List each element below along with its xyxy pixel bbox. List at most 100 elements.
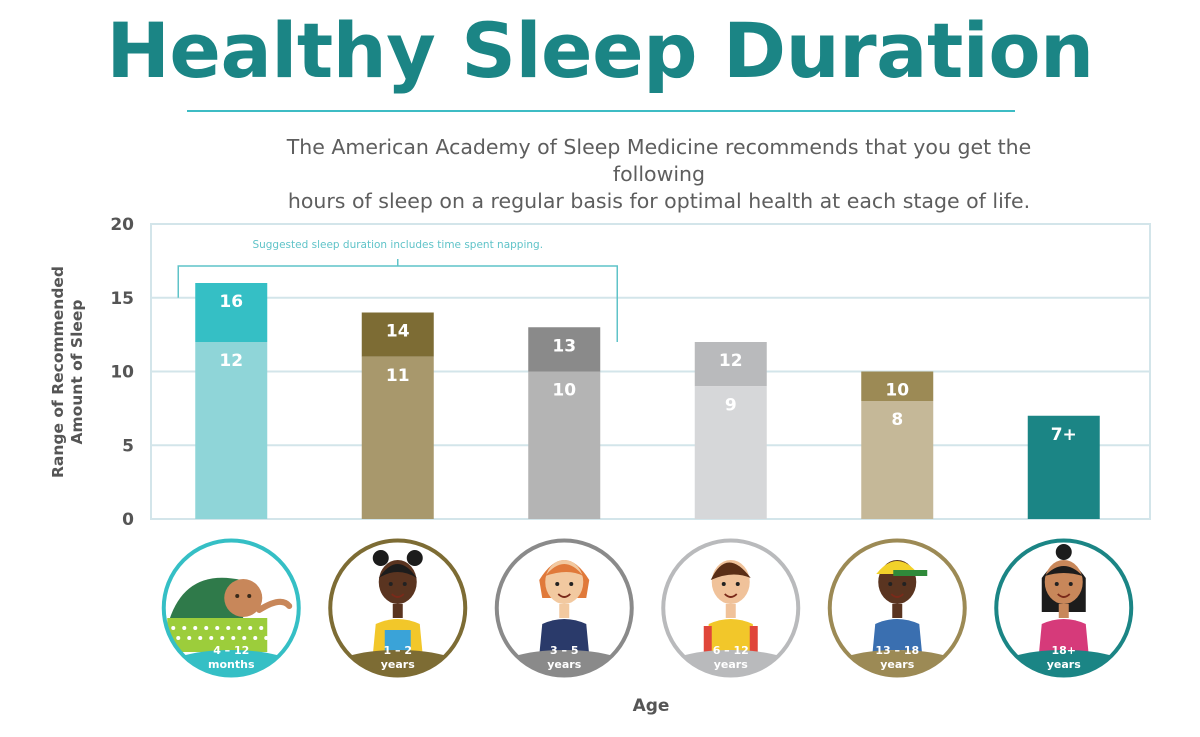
y-axis-label: Range of RecommendedAmount of Sleep bbox=[49, 266, 86, 478]
age-circle-ring bbox=[994, 538, 1134, 678]
y-tick-label: 5 bbox=[122, 436, 134, 456]
age-label-line-2: years bbox=[1047, 658, 1081, 671]
subtitle-line-1: The American Academy of Sleep Medicine r… bbox=[286, 135, 1032, 186]
baby-eye bbox=[247, 594, 252, 598]
mouth bbox=[557, 593, 571, 598]
bar-max-label: 13 bbox=[552, 336, 576, 356]
basket-dot bbox=[226, 626, 231, 630]
hair-fringe bbox=[1044, 566, 1083, 576]
neck bbox=[1058, 604, 1069, 618]
page-title: Healthy Sleep Duration bbox=[106, 6, 1094, 95]
eye bbox=[402, 582, 407, 586]
eye bbox=[555, 582, 560, 586]
basket-dot bbox=[182, 626, 187, 630]
mouth bbox=[724, 593, 738, 598]
baby-eye bbox=[235, 594, 240, 598]
bar-max-label: 14 bbox=[386, 322, 410, 342]
basket-dot bbox=[237, 626, 242, 630]
bar-min-label: 10 bbox=[552, 381, 576, 401]
neck bbox=[725, 604, 736, 618]
age-circle-ring bbox=[328, 538, 468, 678]
age-label-line-2: years bbox=[381, 658, 415, 671]
y-tick-label: 10 bbox=[110, 363, 134, 383]
subtitle-line-2: hours of sleep on a regular basis for op… bbox=[287, 189, 1031, 213]
basket-dot bbox=[193, 626, 198, 630]
hair-fringe bbox=[545, 564, 584, 576]
bar-lower-segment bbox=[694, 386, 767, 519]
x-axis-label: Age bbox=[633, 696, 670, 716]
y-axis-label-line-1: Range of Recommended bbox=[49, 266, 67, 478]
bar-upper-segment bbox=[861, 371, 934, 401]
age-label-band bbox=[664, 650, 797, 674]
age-label-line-1: 3 – 5 bbox=[550, 644, 578, 657]
age-label-band bbox=[165, 650, 298, 674]
bassinet-basket bbox=[167, 618, 268, 652]
bar-min-label: 8 bbox=[891, 410, 903, 430]
bar-min-label: 12 bbox=[219, 351, 243, 371]
baby-arm bbox=[256, 598, 293, 613]
age-label-line-1: 18+ bbox=[1051, 644, 1076, 657]
neck bbox=[892, 604, 903, 618]
basket-dot bbox=[220, 636, 225, 640]
eye bbox=[902, 582, 907, 586]
bar-upper-segment bbox=[528, 327, 601, 372]
y-tick-label: 0 bbox=[122, 510, 134, 530]
bar-min-label: 9 bbox=[725, 395, 737, 415]
basket-dot bbox=[253, 636, 258, 640]
eye bbox=[1054, 582, 1059, 586]
cap-brim bbox=[893, 570, 928, 576]
bar-upper-segment bbox=[195, 283, 268, 342]
age-label-line-2: years bbox=[880, 658, 914, 671]
bar-min-label: 11 bbox=[386, 366, 410, 386]
age-label-line-1: 6 – 12 bbox=[713, 644, 749, 657]
basket-dot bbox=[264, 636, 269, 640]
basket-dot bbox=[176, 636, 181, 640]
age-circle-ring bbox=[661, 538, 801, 678]
age-label-line-1: 13 – 18 bbox=[875, 644, 919, 657]
age-label-line-1: 1 – 2 bbox=[384, 644, 412, 657]
age-label-line-1: 4 – 12 bbox=[213, 644, 249, 657]
basket-dot bbox=[215, 626, 220, 630]
age-label-line-2: months bbox=[208, 658, 255, 671]
bar-max-label: 12 bbox=[719, 351, 743, 371]
hair bbox=[378, 564, 417, 578]
bar-group: 14 11 bbox=[361, 312, 434, 519]
eye bbox=[569, 582, 574, 586]
baby-head bbox=[224, 579, 263, 617]
bar-group: 12 9 bbox=[694, 342, 767, 519]
bar-max-label: 10 bbox=[885, 381, 909, 401]
bar-lower-segment bbox=[195, 342, 268, 519]
eye bbox=[888, 582, 893, 586]
backpack-strap bbox=[749, 626, 758, 662]
age-circle-ring bbox=[161, 538, 301, 678]
eye bbox=[721, 582, 726, 586]
hair-puff bbox=[406, 550, 423, 566]
eye bbox=[735, 582, 740, 586]
bar-group: 13 10 bbox=[528, 327, 601, 519]
age-label-line-2: years bbox=[714, 658, 748, 671]
bar-upper-segment bbox=[694, 342, 767, 387]
basket-dot bbox=[248, 626, 253, 630]
hair bbox=[710, 562, 751, 580]
basket-dot bbox=[204, 626, 209, 630]
basket-dot bbox=[242, 636, 247, 640]
neck bbox=[559, 604, 570, 618]
bar-min-label: 7+ bbox=[1051, 425, 1077, 445]
page-subtitle: The American Academy of Sleep Medicine r… bbox=[240, 134, 1078, 215]
bar-lower-segment bbox=[861, 401, 934, 519]
backpack-strap bbox=[703, 626, 712, 662]
age-label-band bbox=[331, 650, 464, 674]
bar-upper-segment bbox=[361, 312, 434, 357]
bar-group: 7+ bbox=[1027, 415, 1100, 519]
bar-lower-segment bbox=[1027, 415, 1100, 519]
bar-lower-segment bbox=[361, 356, 434, 519]
y-axis-label-line-2: Amount of Sleep bbox=[68, 299, 86, 444]
bar-lower-segment bbox=[528, 371, 601, 519]
basket-dot bbox=[259, 626, 264, 630]
age-circle-ring bbox=[827, 538, 967, 678]
mouth bbox=[1057, 593, 1071, 598]
